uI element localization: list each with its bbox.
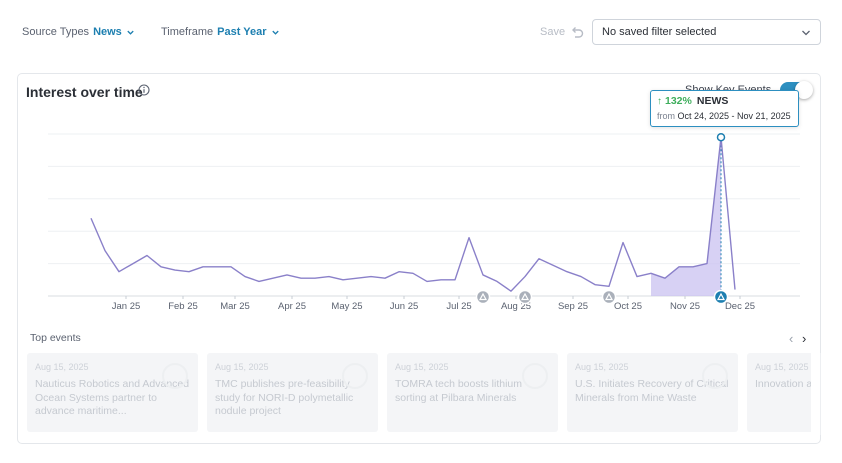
source-types-value: News [93,26,122,38]
chart-tooltip: ↑ 132% NEWS from Oct 24, 2025 - Nov 21, … [650,90,799,127]
x-tick-label: Oct 25 [614,301,642,312]
filter-bar: Source Types News Timeframe Past Year Sa… [0,0,842,64]
key-event-marker [601,289,617,305]
event-card[interactable]: Aug 15, 2025 TMC publishes pre-feasibilit… [207,353,378,432]
x-tick-label: Mar 25 [220,301,250,312]
x-tick-label: Jan 25 [112,301,141,312]
toggle-knob [795,81,813,99]
event-date: Aug 15, 2025 [215,362,269,372]
key-event-icon [520,292,530,301]
timeframe-label: Timeframe [161,26,214,38]
key-event-icon [478,292,488,301]
event-title: U.S. Initiates Recovery of Critical Mine… [575,378,729,404]
event-date: Aug 15, 2025 [755,362,809,372]
event-title: TOMRA tech boosts lithium sorting at Pil… [395,378,523,404]
event-thumbnail [162,363,188,389]
event-card[interactable]: Aug 15, 2025 Nauticus Robotics and Advanc… [27,353,198,432]
chevron-down-icon [802,30,810,36]
prev-events-button[interactable]: ‹ [789,331,794,346]
key-event-icon [716,292,726,301]
highlight-area [651,137,721,296]
event-date: Aug 15, 2025 [35,362,89,372]
x-tick-label: Feb 25 [168,301,198,312]
event-title: Innovation a Screening a [755,378,811,390]
peak-point [716,132,726,142]
source-types-filter[interactable]: Source Types News [22,26,135,38]
top-events-label: Top events [30,332,81,344]
key-event-icon [604,292,614,301]
saved-filter-select[interactable]: No saved filter selected [592,19,821,45]
source-types-label: Source Types [22,26,90,38]
info-icon[interactable] [138,84,150,96]
event-date: Aug 15, 2025 [395,362,449,372]
x-tick-label: Apr 25 [278,301,306,312]
key-event-marker [475,289,491,305]
event-card[interactable]: Aug 15, 2025 U.S. Initiates Recovery of C… [567,353,738,432]
event-thumbnail [342,363,368,389]
x-tick-label: Sep 25 [558,301,588,312]
event-card[interactable]: Aug 15, 2025 Innovation a Screening a [747,353,811,432]
chevron-down-icon [271,30,279,35]
timeframe-value: Past Year [217,26,267,38]
undo-icon[interactable] [570,25,584,39]
interest-over-time-card: Interest over time Show Key Events Jan 2… [17,73,822,444]
arrow-up-icon: ↑ [657,95,662,107]
saved-filter-value: No saved filter selected [602,26,717,38]
tooltip-from-label: from [657,111,675,121]
key-event-marker [713,289,729,305]
x-tick-label: Jul 25 [446,301,471,312]
tooltip-source: NEWS [696,95,729,107]
event-card[interactable]: Aug 15, 2025 TOMRA tech boosts lithium so… [387,353,558,432]
x-tick-label: Dec 25 [725,301,755,312]
top-events-list: Aug 15, 2025 Nauticus Robotics and Advanc… [27,353,811,435]
key-event-marker [517,289,533,305]
series-line [90,136,736,292]
event-thumbnail [702,363,728,389]
chevron-down-icon [127,30,134,35]
tooltip-range: Oct 24, 2025 - Nov 21, 2025 [677,111,791,121]
x-tick-label: Jun 25 [390,301,419,312]
x-tick-label: Aug 25 [501,301,531,312]
x-tick-label: Nov 25 [670,301,700,312]
save-button[interactable]: Save [540,26,566,38]
event-title: TMC publishes pre-feasibility study for … [215,378,354,417]
card-title: Interest over time [26,84,143,100]
timeframe-filter[interactable]: Timeframe Past Year [161,26,280,38]
interest-line-chart: Jan 25 Feb 25 Mar 25 Apr 25 May 25 Jun 25 Jul … [48,132,800,312]
next-events-button[interactable]: › [802,331,807,346]
tooltip-change: 132% [665,95,692,107]
event-title: Nauticus Robotics and Advanced Ocean Sys… [35,378,190,417]
x-tick-label: May 25 [331,301,362,312]
event-date: Aug 15, 2025 [575,362,629,372]
event-thumbnail [522,363,548,389]
